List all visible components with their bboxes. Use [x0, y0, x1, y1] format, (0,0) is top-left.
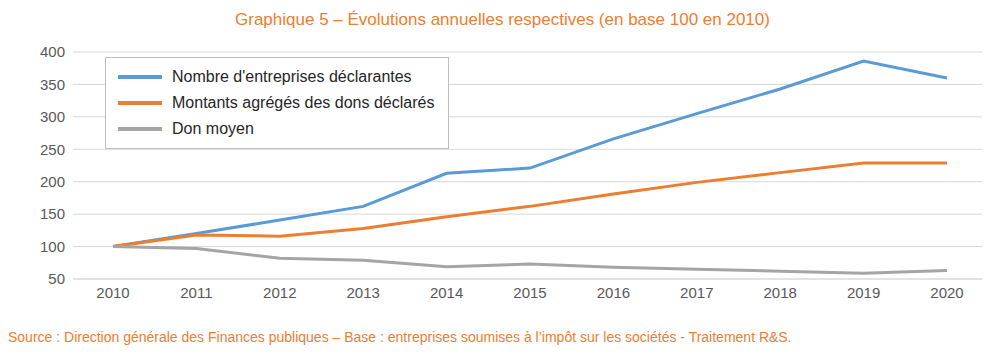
svg-text:250: 250	[40, 141, 65, 158]
svg-text:2016: 2016	[597, 284, 630, 301]
html-text:Graphique 5 – Évolutions annue: Graphique 5 – Évolutions annuelles respe…	[235, 10, 770, 29]
html-text:Montants agrégés des dons décl: Montants agrégés des dons déclarés	[172, 94, 435, 111]
svg-text:400: 400	[40, 43, 65, 60]
html-text:Source : Direction générale de: Source : Direction générale des Finances…	[8, 329, 792, 345]
html-text:Don moyen: Don moyen	[172, 120, 254, 137]
svg-text:300: 300	[40, 108, 65, 125]
svg-text:2012: 2012	[263, 284, 296, 301]
svg-text:100: 100	[40, 238, 65, 255]
svg-text:2018: 2018	[764, 284, 797, 301]
svg-text:2017: 2017	[680, 284, 713, 301]
svg-text:2010: 2010	[96, 284, 129, 301]
html-text:Nombre d'entreprises déclarant: Nombre d'entreprises déclarantes	[172, 68, 412, 85]
svg-text:50: 50	[48, 270, 65, 287]
svg-text:2019: 2019	[847, 284, 880, 301]
svg-text:150: 150	[40, 205, 65, 222]
svg-text:2013: 2013	[347, 284, 380, 301]
svg-text:2014: 2014	[430, 284, 463, 301]
svg-text:200: 200	[40, 173, 65, 190]
svg-text:2020: 2020	[930, 284, 963, 301]
svg-text:2015: 2015	[513, 284, 546, 301]
svg-text:350: 350	[40, 76, 65, 93]
svg-text:2011: 2011	[180, 284, 212, 301]
